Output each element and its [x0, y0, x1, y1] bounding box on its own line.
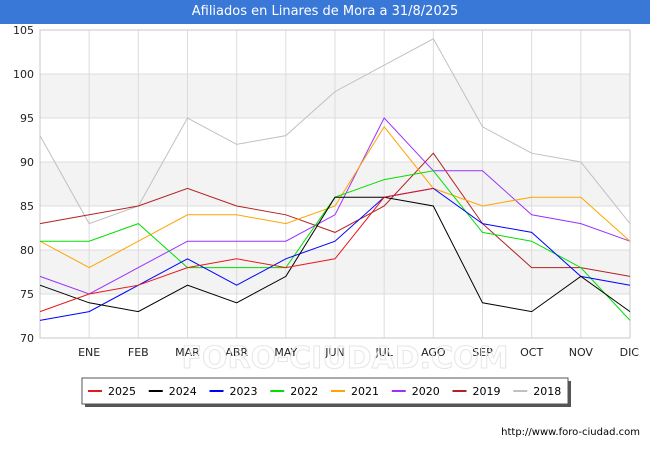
x-tick-label: OCT [520, 346, 543, 359]
x-tick-label: ENE [78, 346, 100, 359]
y-tick-label: 80 [20, 244, 34, 257]
y-tick-label: 90 [20, 156, 34, 169]
x-tick-label: MAY [274, 346, 297, 359]
series-line-2019 [39, 152, 631, 277]
legend-box [81, 377, 569, 405]
y-tick-label: 100 [13, 68, 34, 81]
legend-label-2025: 2025 [108, 385, 136, 398]
series-line-2025 [39, 187, 434, 313]
chart-title: Afiliados en Linares de Mora a 31/8/2025 [0, 0, 650, 24]
series-line-2020 [39, 117, 631, 295]
legend-label-2022: 2022 [290, 385, 318, 398]
source-url[interactable]: http://www.foro-ciudad.com [501, 427, 640, 438]
y-tick-label: 95 [20, 112, 34, 125]
x-tick-label: NOV [569, 346, 594, 359]
legend-label-2023: 2023 [230, 385, 258, 398]
x-tick-label: MAR [175, 346, 200, 359]
y-tick-label: 105 [13, 24, 34, 37]
x-tick-label: ABR [225, 346, 248, 359]
x-tick-label: DIC [620, 346, 640, 359]
legend-label-2018: 2018 [533, 385, 561, 398]
x-tick-label: JUN [324, 346, 345, 359]
watermark: FORO-CIUDAD.COM [182, 341, 509, 376]
plot-border [39, 29, 631, 339]
legend-label-2021: 2021 [351, 385, 379, 398]
x-tick-label: AGO [421, 346, 446, 359]
series-line-2024 [39, 196, 631, 313]
legend-label-2020: 2020 [412, 385, 440, 398]
legend-label-2019: 2019 [473, 385, 501, 398]
legend-label-2024: 2024 [169, 385, 197, 398]
x-tick-label: SEP [472, 346, 493, 359]
series-line-2021 [39, 125, 631, 269]
x-tick-label: JUL [374, 346, 393, 359]
x-tick-label: FEB [128, 346, 149, 359]
line-chart: 70 75 80 85 90 95 100 105 ENE FEB MAR ABR MAY JUN JUL A… [13, 24, 640, 407]
y-tick-label: 75 [20, 288, 34, 301]
y-tick-label: 70 [20, 332, 34, 345]
y-tick-label: 85 [20, 200, 34, 213]
